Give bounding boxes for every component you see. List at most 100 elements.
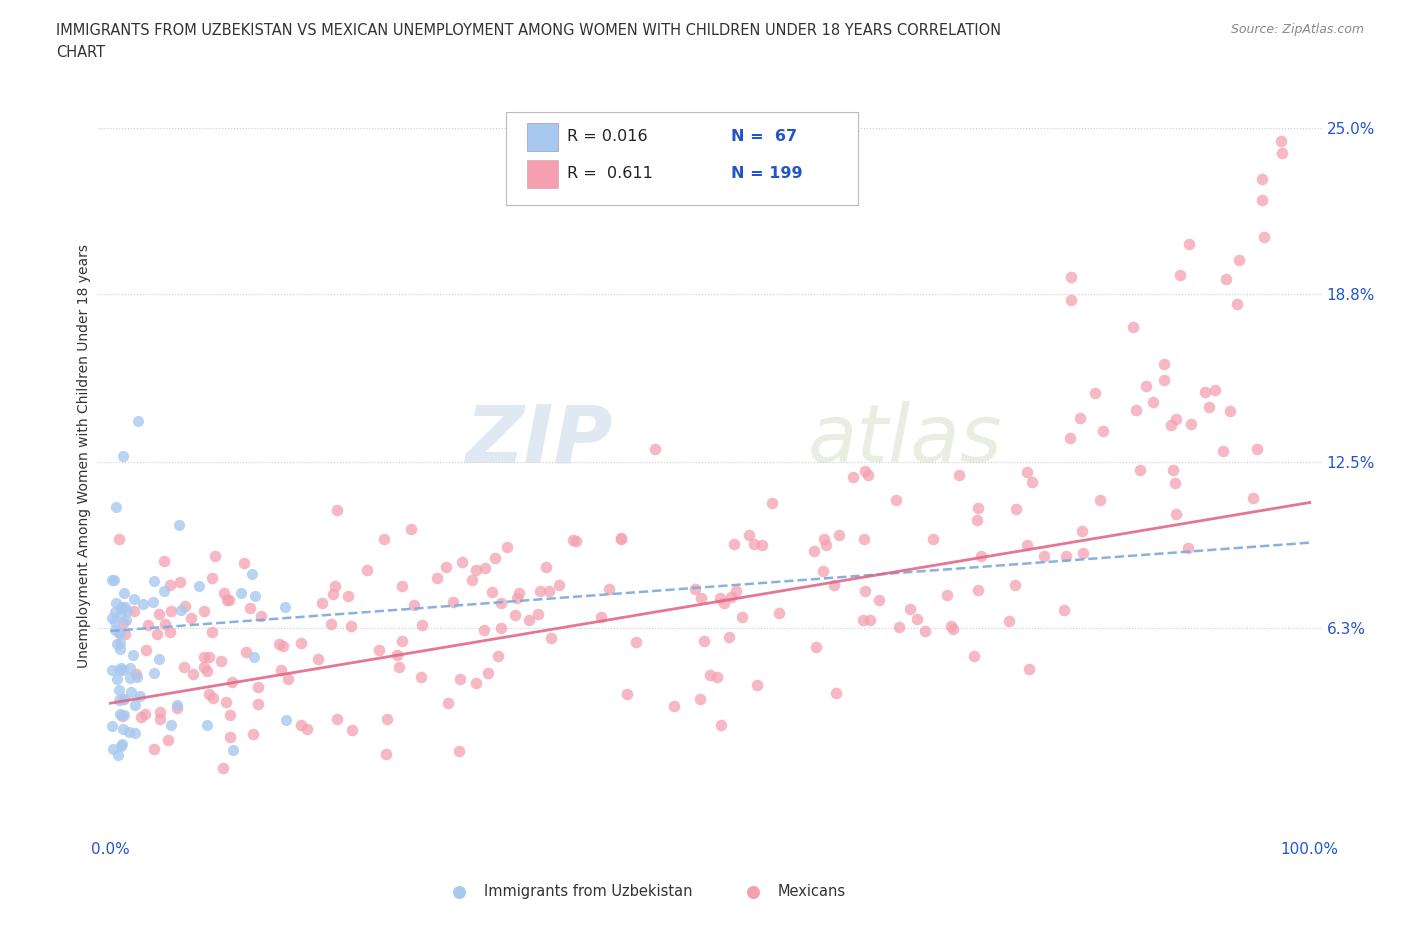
Point xyxy=(325,711,347,726)
Point xyxy=(271,638,294,653)
Point xyxy=(166,698,188,712)
Text: IMMIGRANTS FROM UZBEKISTAN VS MEXICAN UNEMPLOYMENT AMONG WOMEN WITH CHILDREN UND: IMMIGRANTS FROM UZBEKISTAN VS MEXICAN UN… xyxy=(56,23,1001,38)
Text: N =  67: N = 67 xyxy=(731,129,797,144)
Point xyxy=(967,501,990,516)
Point xyxy=(644,441,666,456)
Point xyxy=(148,651,170,666)
Point xyxy=(1153,373,1175,388)
Point xyxy=(731,609,754,624)
Point xyxy=(1241,491,1264,506)
Point xyxy=(122,604,145,618)
Point xyxy=(898,602,921,617)
Point xyxy=(447,744,470,759)
Point xyxy=(173,659,195,674)
Text: N = 199: N = 199 xyxy=(731,166,803,181)
Point xyxy=(209,654,232,669)
Text: ZIP: ZIP xyxy=(465,402,612,480)
Point xyxy=(219,707,242,722)
Point xyxy=(941,618,963,633)
Point xyxy=(193,604,215,618)
Text: R =  0.611: R = 0.611 xyxy=(567,166,652,181)
Point xyxy=(823,578,845,592)
Point xyxy=(547,578,569,592)
Point xyxy=(610,532,633,547)
Point xyxy=(998,614,1021,629)
Point xyxy=(105,595,128,610)
Point xyxy=(356,563,378,578)
Point xyxy=(1032,549,1054,564)
Point xyxy=(905,611,928,626)
Point xyxy=(117,724,139,739)
Text: Mexicans: Mexicans xyxy=(778,884,845,899)
Point xyxy=(742,537,765,551)
Point xyxy=(610,531,633,546)
Point xyxy=(562,532,585,547)
Point xyxy=(322,586,344,601)
Point xyxy=(402,598,425,613)
Point xyxy=(134,707,156,722)
Point xyxy=(112,708,135,723)
Point xyxy=(852,613,875,628)
Point xyxy=(858,613,880,628)
Point xyxy=(921,532,943,547)
Point xyxy=(274,600,297,615)
Point xyxy=(709,590,731,604)
Point xyxy=(107,626,129,641)
Point xyxy=(193,650,215,665)
Point xyxy=(274,712,297,727)
Point xyxy=(948,467,970,482)
Point xyxy=(1253,230,1275,245)
Point xyxy=(1005,502,1028,517)
Point xyxy=(105,671,128,686)
Point xyxy=(142,594,165,609)
Point xyxy=(295,722,318,737)
Point xyxy=(853,531,876,546)
Point xyxy=(1153,356,1175,371)
Point xyxy=(391,578,413,593)
Point xyxy=(195,663,218,678)
Point xyxy=(1071,546,1094,561)
Point xyxy=(125,667,148,682)
Point xyxy=(277,671,299,686)
Point xyxy=(146,626,169,641)
Point xyxy=(434,560,457,575)
Point xyxy=(180,610,202,625)
Point xyxy=(110,600,132,615)
Point xyxy=(966,582,988,597)
Point xyxy=(725,584,748,599)
Point xyxy=(103,615,125,630)
Point xyxy=(1059,431,1081,445)
Point xyxy=(169,574,191,589)
Point xyxy=(1246,442,1268,457)
Point xyxy=(1017,538,1039,552)
Point xyxy=(803,543,825,558)
Point xyxy=(110,661,132,676)
Point xyxy=(1180,417,1202,432)
Point xyxy=(108,642,131,657)
Point xyxy=(527,606,550,621)
Point xyxy=(111,692,134,707)
Point xyxy=(242,726,264,741)
Point xyxy=(464,675,486,690)
Point xyxy=(249,609,271,624)
Point xyxy=(718,630,741,644)
Point xyxy=(626,634,648,649)
Point xyxy=(204,549,226,564)
Point xyxy=(815,538,838,552)
Point xyxy=(159,718,181,733)
Point xyxy=(181,666,204,681)
Point xyxy=(689,692,711,707)
Point xyxy=(489,595,512,610)
Point xyxy=(307,652,329,667)
Point xyxy=(201,571,224,586)
Point xyxy=(108,635,131,650)
Point xyxy=(538,583,561,598)
Point xyxy=(828,528,851,543)
Point xyxy=(517,613,540,628)
Point xyxy=(1160,418,1182,432)
Point xyxy=(887,620,910,635)
Point xyxy=(108,532,131,547)
Point xyxy=(100,610,122,625)
Point xyxy=(474,561,496,576)
Point xyxy=(811,564,834,578)
